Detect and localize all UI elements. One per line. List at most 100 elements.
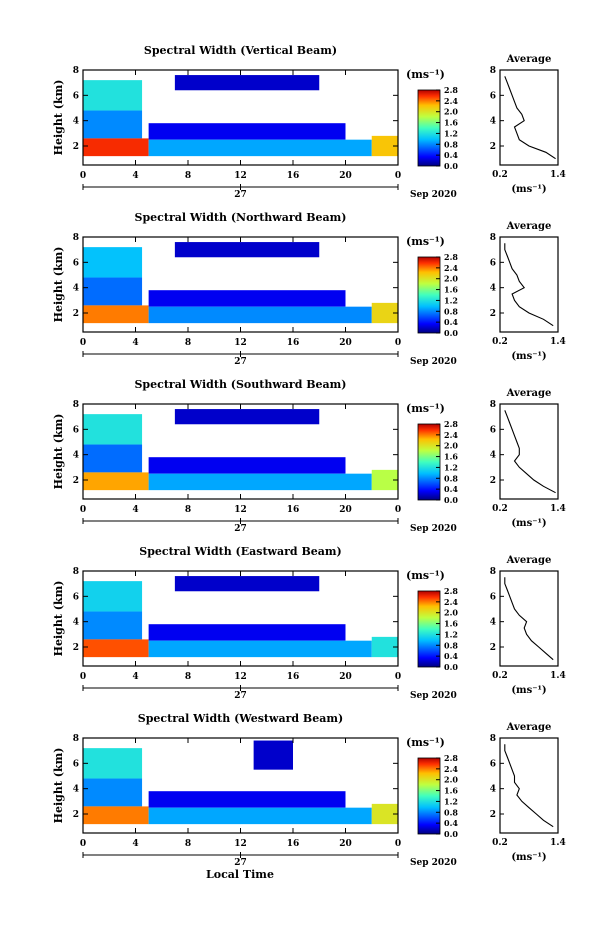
y-axis-label: Height (km) xyxy=(52,80,65,156)
y-axis-label: Height (km) xyxy=(52,748,65,824)
average-y-tick-label: 8 xyxy=(490,734,496,744)
average-x-tick-label: 1.4 xyxy=(550,504,566,514)
average-frame xyxy=(499,69,559,166)
x-tick-label: 0 xyxy=(395,672,401,682)
y-tick-label: 6 xyxy=(73,425,79,435)
y-tick-label: 4 xyxy=(73,618,79,628)
average-line xyxy=(504,577,554,661)
y-axis-label: Height (km) xyxy=(52,414,65,490)
heatmap-cell xyxy=(148,473,372,491)
heatmap-cell xyxy=(83,639,149,658)
y-tick-label: 2 xyxy=(73,142,79,152)
x-tick-label: 0 xyxy=(395,338,401,348)
panel-4: Spectral Width (Eastward Beam)0 4 8 12 16 20 0… xyxy=(52,545,566,701)
x-tick-label: 4 xyxy=(132,672,138,682)
x-tick-label: 20 xyxy=(339,839,352,849)
colorbar-tick-label: 2.4 xyxy=(444,764,458,774)
heatmap-cell xyxy=(371,803,398,825)
heatmap-cell xyxy=(174,409,320,425)
colorbar-unit: (ms⁻¹) xyxy=(406,68,445,81)
colorbar-tick-label: 0.0 xyxy=(444,328,458,338)
panel-title: Spectral Width (Eastward Beam) xyxy=(139,545,341,558)
heatmap-cell xyxy=(148,123,346,140)
colorbar-unit: (ms⁻¹) xyxy=(406,235,445,248)
x-tick-label: 20 xyxy=(339,505,352,515)
average-x-tick-label: 1.4 xyxy=(550,838,566,848)
heatmap-cell xyxy=(371,469,398,491)
y-tick-label: 8 xyxy=(73,567,79,577)
heatmap-cell xyxy=(148,640,372,658)
heatmap-cell xyxy=(83,138,149,157)
heatmap-cell xyxy=(83,277,143,306)
date-day-label: 27 xyxy=(234,524,247,534)
y-tick-label: 6 xyxy=(73,91,79,101)
colorbar-tick-label: 1.2 xyxy=(444,462,458,472)
colorbar xyxy=(417,256,441,334)
heatmap-cell xyxy=(148,306,372,324)
x-tick-label: 20 xyxy=(339,171,352,181)
average-y-tick-label: 4 xyxy=(490,618,496,628)
colorbar-tick-label: 2.4 xyxy=(444,96,458,106)
colorbar-tick-label: 1.6 xyxy=(444,118,458,128)
average-y-tick-label: 2 xyxy=(490,643,496,653)
y-tick-label: 4 xyxy=(73,117,79,127)
average-frame xyxy=(499,570,559,667)
average-x-tick-label: 0.2 xyxy=(492,671,508,681)
average-title: Average xyxy=(506,221,552,232)
date-month-label: Sep 2020 xyxy=(410,858,457,868)
date-month-label: Sep 2020 xyxy=(410,357,457,367)
colorbar-tick-label: 2.0 xyxy=(444,441,458,451)
colorbar-tick-label: 2.4 xyxy=(444,430,458,440)
colorbar-tick-label: 1.6 xyxy=(444,619,458,629)
colorbar-tick-label: 1.6 xyxy=(444,452,458,462)
colorbar-tick-label: 2.4 xyxy=(444,263,458,273)
average-y-tick-label: 6 xyxy=(490,592,496,602)
average-frame xyxy=(499,403,559,500)
date-day-label: 27 xyxy=(234,357,247,367)
y-tick-label: 2 xyxy=(73,643,79,653)
x-tick-label: 4 xyxy=(132,839,138,849)
y-tick-label: 4 xyxy=(73,284,79,294)
colorbar-tick-label: 0.0 xyxy=(444,829,458,839)
average-line xyxy=(504,410,556,494)
y-axis-label: Height (km) xyxy=(52,247,65,323)
heatmap-cell xyxy=(83,247,143,278)
average-y-tick-label: 6 xyxy=(490,425,496,435)
x-axis-title: Local Time xyxy=(206,868,274,881)
colorbar xyxy=(417,89,441,167)
x-tick-label: 0 xyxy=(80,505,86,515)
average-y-tick-label: 4 xyxy=(490,284,496,294)
x-tick-label: 0 xyxy=(395,171,401,181)
colorbar xyxy=(417,590,441,668)
heatmap-cell xyxy=(83,80,143,111)
x-tick-label: 8 xyxy=(185,505,191,515)
y-axis-label: Height (km) xyxy=(52,581,65,657)
colorbar xyxy=(417,757,441,835)
colorbar-tick-label: 0.8 xyxy=(444,306,458,316)
colorbar-tick-label: 2.0 xyxy=(444,608,458,618)
x-tick-label: 4 xyxy=(132,338,138,348)
colorbar-unit: (ms⁻¹) xyxy=(406,569,445,582)
colorbar-unit: (ms⁻¹) xyxy=(406,402,445,415)
panel-title: Spectral Width (Westward Beam) xyxy=(138,712,343,725)
x-tick-label: 0 xyxy=(80,672,86,682)
colorbar-tick-label: 0.8 xyxy=(444,139,458,149)
colorbar-tick-label: 1.2 xyxy=(444,796,458,806)
panel-5: Spectral Width (Westward Beam)0 4 8 12 16 20 0… xyxy=(52,712,566,868)
colorbar-tick-label: 2.8 xyxy=(444,586,458,596)
heatmap-cell xyxy=(174,242,320,258)
average-line xyxy=(504,76,556,160)
colorbar-tick-label: 1.2 xyxy=(444,128,458,138)
colorbar-tick-label: 0.4 xyxy=(444,150,458,160)
colorbar-tick-label: 0.4 xyxy=(444,818,458,828)
average-title: Average xyxy=(506,54,552,65)
x-tick-label: 12 xyxy=(234,672,247,682)
colorbar-tick-label: 2.0 xyxy=(444,775,458,785)
x-tick-label: 12 xyxy=(234,171,247,181)
panel-title: Spectral Width (Northward Beam) xyxy=(135,211,347,224)
y-tick-label: 4 xyxy=(73,451,79,461)
colorbar-tick-label: 0.4 xyxy=(444,484,458,494)
heatmap-cell xyxy=(148,457,346,474)
colorbar-tick-label: 0.4 xyxy=(444,317,458,327)
